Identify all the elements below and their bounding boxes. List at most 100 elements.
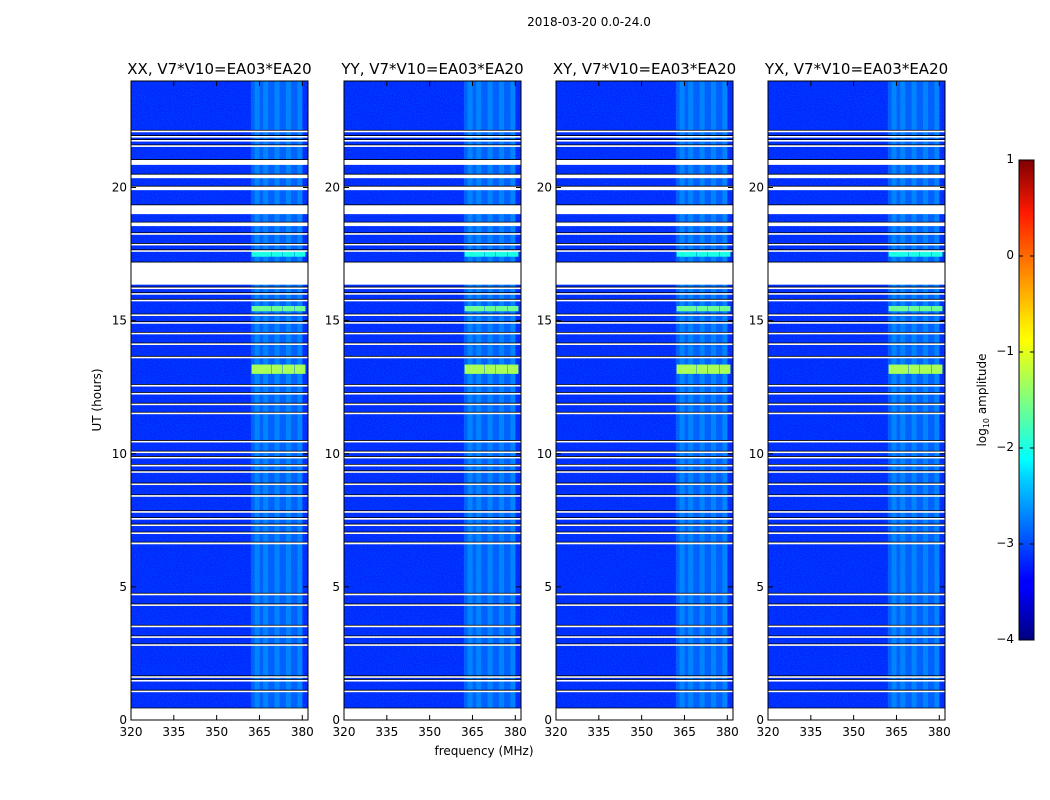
panel-yy: YY, V7*V10=EA03*EA20 320 335 350 365 380 0 5 10 1… xyxy=(325,60,527,739)
rfi-burst-cell xyxy=(685,305,697,312)
flagged-row xyxy=(344,342,521,345)
flagged-row xyxy=(344,412,521,415)
flagged-row xyxy=(131,532,308,535)
flagged-row xyxy=(768,135,945,138)
rfi-channel-stripe xyxy=(297,81,303,720)
flagged-row xyxy=(344,675,521,678)
flagged-row xyxy=(556,342,733,345)
x-tick-label: 335 xyxy=(162,725,185,739)
panel-frame xyxy=(343,80,522,721)
y-tick-label: 15 xyxy=(537,314,552,328)
flagged-row xyxy=(556,708,733,720)
flagged-row xyxy=(131,690,308,693)
flagged-row xyxy=(344,517,521,520)
flagged-row xyxy=(768,403,945,406)
flagged-row xyxy=(768,510,945,513)
flagged-row xyxy=(768,262,945,285)
flagged-row xyxy=(768,287,945,290)
flagged-row xyxy=(131,708,308,720)
flagged-row xyxy=(556,679,733,682)
rfi-burst-cell xyxy=(473,251,485,257)
x-tick-label: 350 xyxy=(630,725,653,739)
x-axis-label: frequency (MHz) xyxy=(434,744,533,758)
y-tick-label: 0 xyxy=(332,713,340,727)
rfi-burst-cell xyxy=(897,305,909,312)
flagged-row xyxy=(344,635,521,638)
flagged-row xyxy=(131,675,308,678)
flagged-row xyxy=(131,524,308,527)
flagged-row xyxy=(556,287,733,290)
rfi-burst-cell xyxy=(496,251,508,257)
rfi-burst-cell xyxy=(294,364,306,374)
flagged-row xyxy=(556,299,733,302)
flagged-row xyxy=(556,412,733,415)
flagged-row xyxy=(556,464,733,467)
rfi-burst-cell xyxy=(473,364,485,374)
rfi-channel-stripe xyxy=(923,81,929,720)
flagged-row xyxy=(344,356,521,359)
x-tick-label: 320 xyxy=(333,725,356,739)
rfi-burst-cell xyxy=(260,364,272,374)
flagged-row xyxy=(556,690,733,693)
flagged-row xyxy=(556,186,733,191)
flagged-row xyxy=(556,593,733,596)
flagged-row xyxy=(131,232,308,235)
y-tick-label: 10 xyxy=(112,447,127,461)
flagged-row xyxy=(768,292,945,295)
rfi-burst-cell xyxy=(484,305,496,312)
flagged-row xyxy=(556,456,733,459)
y-tick-label: 0 xyxy=(756,713,764,727)
x-tick-label: 365 xyxy=(673,725,696,739)
flagged-row xyxy=(344,139,521,142)
x-tick-label: 335 xyxy=(375,725,398,739)
flagged-row xyxy=(768,542,945,545)
rfi-burst-cell xyxy=(283,251,295,257)
flagged-row xyxy=(131,130,308,133)
flagged-row xyxy=(344,643,521,646)
x-tick-label: 365 xyxy=(461,725,484,739)
rfi-burst-cell xyxy=(888,305,900,312)
flagged-row xyxy=(768,144,945,147)
colorbar-tick-label: −2 xyxy=(996,440,1014,454)
flagged-row xyxy=(556,483,733,486)
flagged-row xyxy=(131,384,308,387)
rfi-burst-cell xyxy=(719,305,731,312)
rfi-burst-cell xyxy=(507,364,519,374)
flagged-row xyxy=(344,456,521,459)
flagged-row xyxy=(556,392,733,395)
rfi-burst-cell xyxy=(897,251,909,257)
flagged-row xyxy=(131,464,308,467)
flagged-row xyxy=(556,643,733,646)
panel-title: YY, V7*V10=EA03*EA20 xyxy=(340,60,523,78)
flagged-row xyxy=(556,524,733,527)
flagged-row xyxy=(344,321,521,324)
flagged-row xyxy=(768,643,945,646)
rfi-burst-cell xyxy=(271,364,283,374)
rfi-burst-cell xyxy=(931,364,943,374)
x-tick-label: 335 xyxy=(587,725,610,739)
flagged-row xyxy=(768,130,945,133)
flagged-row xyxy=(768,532,945,535)
flagged-row xyxy=(131,287,308,290)
rfi-burst-cell xyxy=(251,251,263,257)
flagged-row xyxy=(556,321,733,324)
flagged-row xyxy=(131,292,308,295)
x-tick-label: 380 xyxy=(291,725,314,739)
flagged-row xyxy=(556,451,733,454)
rfi-burst-cell xyxy=(908,251,920,257)
flagged-row xyxy=(131,204,308,215)
flagged-row xyxy=(131,135,308,138)
panel-frame xyxy=(767,80,946,721)
flagged-row xyxy=(131,494,308,497)
rfi-burst-cell xyxy=(294,305,306,312)
flagged-row xyxy=(344,174,521,179)
panel-frame xyxy=(555,80,734,721)
flagged-row xyxy=(344,130,521,133)
flagged-row xyxy=(768,392,945,395)
flagged-row xyxy=(344,483,521,486)
figure-suptitle: 2018-03-20 0.0-24.0 xyxy=(527,15,651,29)
flagged-row xyxy=(131,517,308,520)
x-tick-label: 380 xyxy=(716,725,739,739)
